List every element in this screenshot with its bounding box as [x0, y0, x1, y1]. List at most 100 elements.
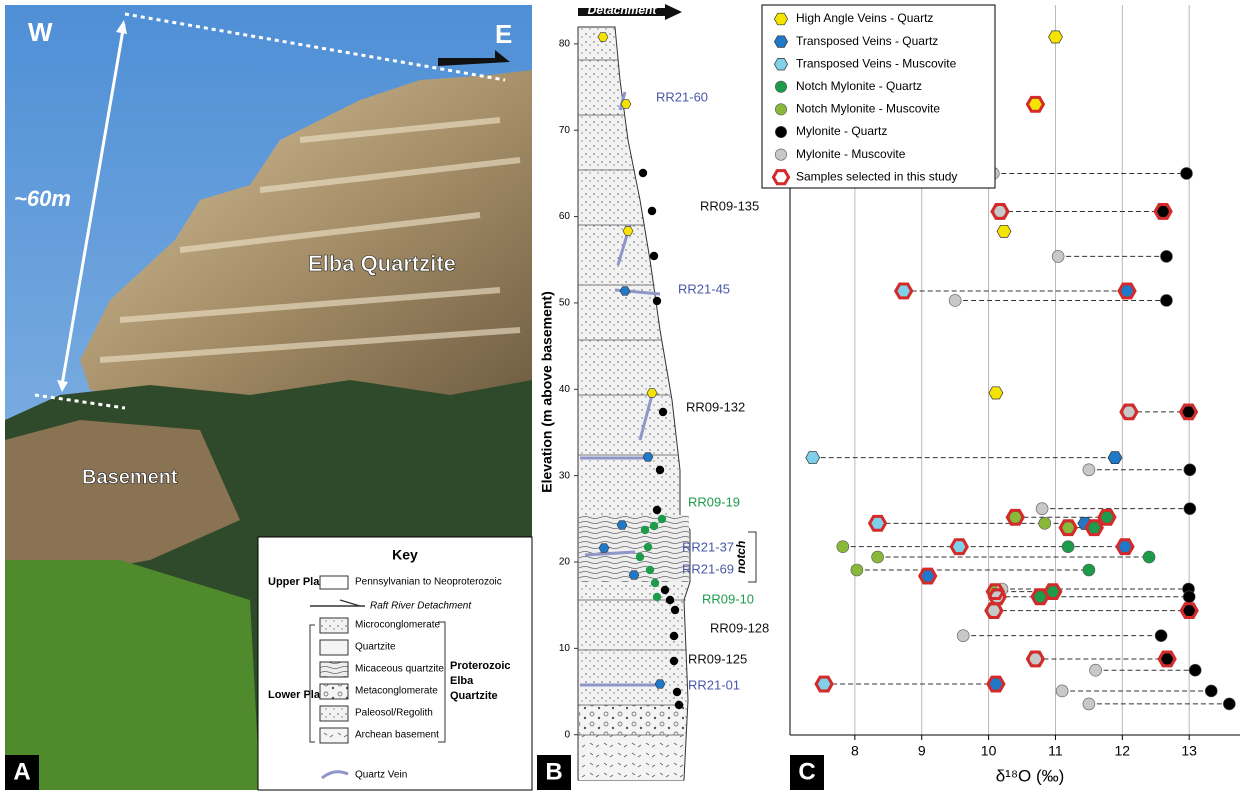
point	[806, 452, 820, 464]
column-sample	[650, 252, 658, 260]
column-sample	[620, 287, 630, 296]
point	[1062, 541, 1074, 553]
detachment-label: Detachment	[588, 3, 658, 17]
y-tick-label: 20	[559, 557, 571, 568]
key: Key Upper Plate Lower Plate Pennsylvania…	[258, 537, 532, 790]
y-tick-label: 30	[559, 470, 571, 481]
legend-label: Notch Mylonite - Muscovite	[796, 102, 940, 116]
sample-label: RR21-37	[682, 539, 734, 554]
column-sample	[655, 680, 665, 689]
sample-label: RR09-132	[686, 399, 745, 414]
point	[1184, 503, 1196, 515]
legend-label: Mylonite - Quartz	[796, 124, 887, 138]
key-item: Quartz Vein	[355, 770, 407, 781]
basement-unit	[579, 735, 683, 780]
legend-label: Notch Mylonite - Quartz	[796, 79, 922, 93]
column-sample	[671, 606, 679, 614]
column-sample	[629, 571, 639, 580]
sample-label: RR21-69	[682, 561, 734, 576]
swatch	[320, 576, 348, 589]
panel-letter: B	[545, 758, 562, 785]
sample-label: RR09-19	[688, 494, 740, 509]
point	[1143, 551, 1155, 563]
swatch	[320, 662, 348, 677]
column-sample	[648, 207, 656, 215]
column-sample	[651, 579, 659, 587]
foreground-trees	[5, 560, 260, 790]
y-tick-label: 50	[559, 298, 571, 309]
y-axis-title: Elevation (m above basement)	[539, 291, 555, 493]
unit-lower: Basement	[82, 466, 178, 488]
key-item: Micaceous quartzite	[355, 664, 444, 675]
point	[997, 225, 1011, 237]
legend-label: High Angle Veins - Quartz	[796, 11, 933, 25]
column-sample	[641, 526, 649, 534]
panel-letter: A	[13, 758, 30, 785]
metaconglomerate	[579, 705, 684, 735]
point	[949, 294, 961, 306]
point	[1090, 664, 1102, 676]
column-sample	[656, 466, 664, 474]
y-tick-label: 0	[564, 729, 570, 740]
column-sample	[617, 521, 627, 530]
column-sample	[644, 543, 652, 551]
x-tick-label: 9	[918, 743, 926, 759]
legend-marker	[774, 58, 787, 70]
point	[1160, 250, 1172, 262]
column-sample	[639, 169, 647, 177]
point	[837, 541, 849, 553]
column-sample	[636, 553, 644, 561]
key-group: Elba	[450, 675, 474, 687]
column-sample	[623, 227, 633, 236]
point	[851, 564, 863, 576]
column-panel: Detachment notch Elevation (m above base…	[537, 3, 785, 790]
west-label: W	[28, 17, 53, 47]
swatch	[320, 640, 348, 655]
point	[1189, 664, 1201, 676]
legend-marker	[775, 104, 786, 115]
column-sample	[661, 586, 669, 594]
legend-label: Transposed Veins - Quartz	[796, 34, 938, 48]
key-item: Raft River Detachment	[370, 601, 472, 612]
column-sample	[658, 515, 666, 523]
column-sample	[666, 596, 674, 604]
swatch	[320, 684, 348, 699]
point	[1155, 630, 1167, 642]
legend-label: Transposed Veins - Muscovite	[796, 56, 957, 70]
key-item: Metaconglomerate	[355, 686, 438, 697]
column-sample	[670, 657, 678, 665]
point	[1039, 517, 1051, 529]
legend-marker	[775, 126, 786, 137]
point	[1056, 685, 1068, 697]
swatch	[320, 728, 348, 743]
y-tick-label: 70	[559, 125, 571, 136]
point	[1083, 564, 1095, 576]
panel-letter: C	[798, 758, 815, 785]
point	[957, 630, 969, 642]
key-item: Pennsylvanian to Neoproterozoic	[355, 577, 502, 588]
east-label: E	[495, 19, 512, 49]
figure: W E ~60m Elba Quartzite Basement A Key U…	[0, 0, 1253, 793]
point	[1205, 685, 1217, 697]
point	[1223, 698, 1235, 710]
y-tick-label: 60	[559, 211, 571, 222]
legend-label: Mylonite - Muscovite	[796, 147, 906, 161]
key-item: Quartzite	[355, 642, 396, 653]
scatter-panel: δ¹⁸O (‰) C 8910111213High Angle Veins - …	[762, 5, 1240, 790]
column-sample	[653, 297, 661, 305]
sample-label: RR21-01	[688, 677, 740, 692]
column-sample	[659, 408, 667, 416]
x-axis-title: δ¹⁸O (‰)	[996, 766, 1065, 785]
sample-label: RR09-135	[700, 198, 759, 213]
point	[1160, 294, 1172, 306]
point	[1083, 464, 1095, 476]
point	[1049, 31, 1063, 43]
point	[1183, 591, 1195, 603]
y-tick-label: 10	[559, 643, 571, 654]
key-item: Archean basement	[355, 730, 439, 741]
point	[1052, 250, 1064, 262]
sample-label: RR21-60	[656, 89, 708, 104]
point	[872, 551, 884, 563]
column-sample	[621, 100, 631, 109]
y-tick-label: 80	[559, 39, 571, 50]
